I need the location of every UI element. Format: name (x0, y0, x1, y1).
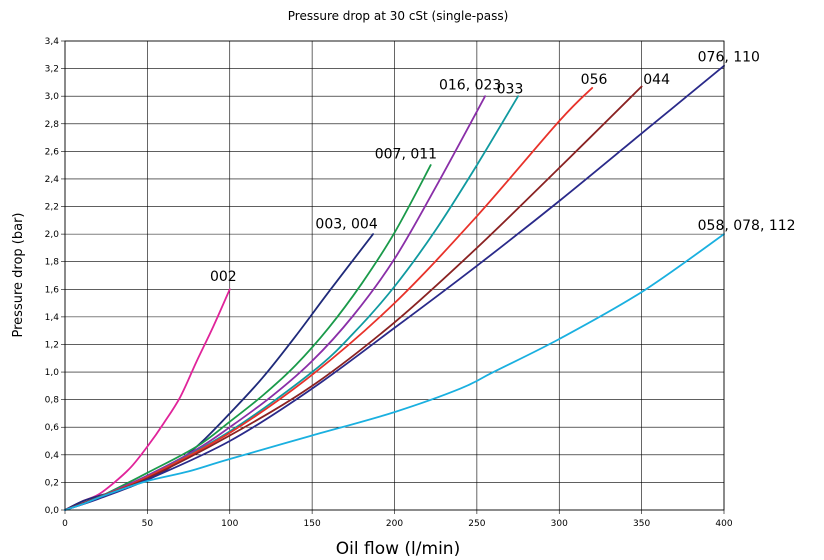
x-tick-label: 100 (221, 519, 238, 529)
series-annotation: 002 (210, 269, 237, 285)
chart-title: Pressure drop at 30 cSt (single-pass) (288, 9, 509, 23)
series-annotation: 016, 023 (439, 77, 501, 93)
series-line-058-078-112 (64, 233, 725, 511)
series-line-033 (64, 95, 519, 511)
y-tick-label: 0,0 (45, 506, 60, 516)
series-annotation: 058, 078, 112 (698, 218, 796, 234)
x-tick-label: 400 (715, 519, 732, 529)
y-tick-label: 3,0 (45, 92, 60, 102)
y-tick-label: 1,2 (45, 340, 59, 350)
y-tick-label: 3,2 (45, 65, 59, 75)
series-annotation: 007, 011 (375, 146, 437, 162)
series-annotation: 044 (643, 72, 670, 88)
series-line-016-023 (64, 95, 486, 511)
x-tick-label: 150 (304, 519, 321, 529)
y-tick-label: 1,6 (45, 285, 60, 295)
y-tick-label: 0,8 (45, 396, 60, 406)
x-tick-label: 250 (468, 519, 485, 529)
series-lines (64, 64, 725, 511)
series-annotation: 056 (581, 72, 608, 88)
y-axis-label: Pressure drop (bar) (11, 213, 26, 338)
series-annotation: 003, 004 (315, 217, 377, 233)
x-axis-label: Oil flow (l/min) (336, 539, 460, 559)
series-line-007-011 (64, 164, 432, 511)
y-tick-label: 2,0 (45, 230, 60, 240)
y-tick-label: 1,8 (45, 258, 60, 268)
x-tick-label: 50 (142, 519, 154, 529)
y-tick-label: 2,8 (45, 120, 60, 130)
y-tick-label: 2,4 (45, 175, 60, 185)
grid-lines (61, 40, 725, 514)
x-tick-label: 350 (633, 519, 650, 529)
y-tick-label: 2,6 (45, 147, 60, 157)
y-tick-label: 0,6 (45, 423, 60, 433)
y-tick-label: 1,0 (45, 368, 60, 378)
y-tick-label: 0,2 (45, 478, 59, 488)
x-tick-label: 0 (62, 519, 68, 529)
y-tick-label: 2,2 (45, 203, 59, 213)
x-tick-label: 200 (386, 519, 403, 529)
y-tick-label: 3,4 (45, 37, 60, 47)
x-tick-labels: 0 50 100 150 200 250 300 350 400 (62, 519, 733, 529)
plot-frame (64, 40, 725, 511)
y-tick-labels: 0,0 0,2 0,4 0,6 0,8 1,0 1,2 1,4 1,6 1,8 2,0 2,2 2,4 2… (45, 37, 60, 516)
series-annotation: 033 (497, 81, 524, 97)
x-tick-label: 300 (551, 519, 568, 529)
y-tick-label: 1,4 (45, 313, 60, 323)
y-tick-label: 0,4 (45, 451, 60, 461)
series-line-044 (64, 85, 643, 511)
series-annotation: 076, 110 (698, 50, 760, 66)
